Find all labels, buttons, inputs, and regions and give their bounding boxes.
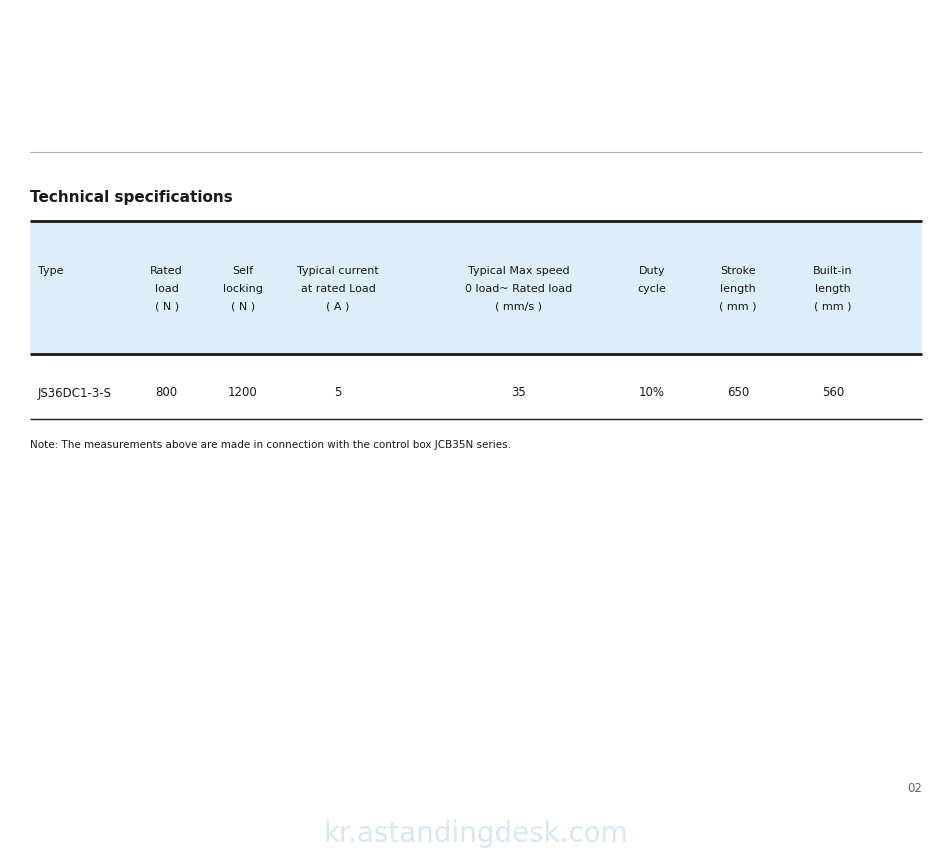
Text: 10%: 10% xyxy=(639,386,665,399)
Text: ( mm ): ( mm ) xyxy=(814,301,852,311)
Text: kr.astandingdesk.com: kr.astandingdesk.com xyxy=(324,819,628,847)
Text: 1200: 1200 xyxy=(228,386,258,399)
Text: ( N ): ( N ) xyxy=(230,301,255,311)
Text: Stroke: Stroke xyxy=(720,265,756,275)
Text: 650: 650 xyxy=(726,386,749,399)
Text: 560: 560 xyxy=(822,386,844,399)
Text: 35: 35 xyxy=(511,386,526,399)
Text: Built-in: Built-in xyxy=(813,265,853,275)
Text: Typical Max speed: Typical Max speed xyxy=(468,265,569,275)
Text: Technical specifications: Technical specifications xyxy=(30,190,232,204)
Text: Duty: Duty xyxy=(639,265,665,275)
Bar xyxy=(30,222,922,354)
Text: ( mm/s ): ( mm/s ) xyxy=(495,301,543,311)
Text: cycle: cycle xyxy=(638,283,666,293)
Text: ( N ): ( N ) xyxy=(154,301,179,311)
Text: 800: 800 xyxy=(155,386,178,399)
Text: locking: locking xyxy=(223,283,263,293)
Text: length: length xyxy=(815,283,851,293)
Text: Rated: Rated xyxy=(150,265,183,275)
Text: Self: Self xyxy=(232,265,253,275)
Text: 02: 02 xyxy=(907,781,922,794)
Text: 5: 5 xyxy=(334,386,342,399)
Text: Type: Type xyxy=(38,265,64,275)
Text: JS36DC1-3-S: JS36DC1-3-S xyxy=(38,386,112,399)
Text: Typical current: Typical current xyxy=(297,265,379,275)
Text: ( mm ): ( mm ) xyxy=(719,301,757,311)
Text: ( A ): ( A ) xyxy=(327,301,349,311)
Text: length: length xyxy=(720,283,756,293)
Text: 0 load~ Rated load: 0 load~ Rated load xyxy=(466,283,572,293)
Text: at rated Load: at rated Load xyxy=(301,283,375,293)
Text: load: load xyxy=(154,283,179,293)
Text: Note: The measurements above are made in connection with the control box JCB35N : Note: The measurements above are made in… xyxy=(30,440,511,450)
